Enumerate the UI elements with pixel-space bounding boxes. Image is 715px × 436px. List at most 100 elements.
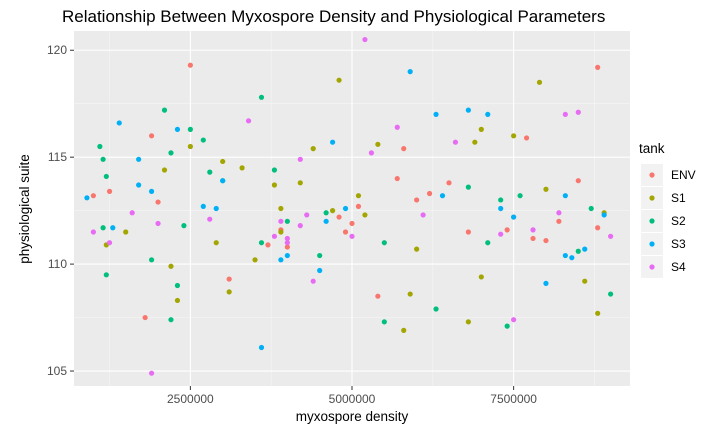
data-point-s4 — [498, 231, 504, 237]
data-point-s3 — [317, 267, 323, 274]
data-point-env — [284, 244, 290, 250]
data-point-s2 — [258, 240, 265, 246]
data-point-s2 — [148, 257, 155, 263]
data-point-s1 — [174, 297, 181, 304]
data-point-s4 — [271, 233, 278, 239]
data-point-s4 — [297, 156, 303, 162]
data-point-s2 — [100, 156, 106, 162]
x-tick-label: 2500000 — [167, 392, 214, 406]
data-point-s1 — [252, 257, 258, 263]
x-axis-label: myxospore density — [296, 409, 409, 424]
legend-label: S3 — [671, 237, 686, 251]
data-point-s3 — [562, 252, 568, 259]
data-point-s2 — [504, 323, 510, 329]
data-point-s3 — [110, 225, 116, 231]
data-point-s4 — [608, 233, 614, 239]
data-point-s4 — [278, 218, 284, 224]
series-s2 — [97, 94, 614, 329]
data-point-env — [226, 276, 232, 282]
series-s3 — [84, 69, 607, 351]
y-tick-label: 105 — [47, 364, 67, 378]
data-point-s2 — [323, 210, 329, 216]
data-point-s2 — [168, 317, 174, 323]
data-point-s1 — [414, 246, 420, 252]
data-point-s1 — [271, 182, 278, 188]
data-point-s2 — [200, 137, 206, 143]
data-point-s1 — [536, 79, 543, 85]
data-point-s4 — [349, 233, 355, 239]
data-point-s4 — [90, 229, 96, 235]
series-s4 — [90, 36, 614, 376]
x-tick-label: 7500000 — [490, 392, 537, 406]
data-point-s3 — [569, 255, 575, 261]
data-point-s1 — [187, 143, 193, 150]
data-point-env — [394, 175, 400, 182]
data-point-s4 — [394, 124, 400, 130]
data-point-s3 — [498, 205, 504, 212]
data-point-s3 — [136, 156, 142, 162]
data-point-s3 — [433, 111, 439, 118]
data-point-s4 — [420, 212, 426, 218]
data-point-s1 — [375, 141, 381, 147]
data-point-s1 — [297, 180, 303, 186]
data-point-env — [504, 227, 510, 233]
data-point-env — [375, 293, 381, 299]
legend-title: tank — [639, 141, 665, 156]
data-point-env — [148, 133, 155, 139]
data-point-env — [595, 64, 601, 70]
data-point-env — [90, 193, 96, 199]
data-point-s2 — [284, 218, 290, 224]
data-point-s4 — [310, 278, 316, 284]
data-point-s3 — [543, 280, 549, 286]
data-point-s1 — [226, 289, 232, 295]
data-point-s1 — [362, 212, 368, 218]
y-tick-label: 120 — [47, 43, 67, 57]
data-point-s2 — [498, 197, 504, 203]
data-point-s1 — [123, 229, 129, 235]
data-point-s3 — [84, 195, 90, 201]
data-point-env — [155, 199, 161, 205]
data-point-s2 — [258, 94, 265, 100]
data-point-s2 — [381, 319, 387, 325]
data-point-s3 — [136, 182, 142, 188]
legend-label: S4 — [671, 260, 686, 274]
data-point-s3 — [323, 218, 329, 224]
data-point-s4 — [129, 210, 135, 216]
data-point-s2 — [100, 225, 106, 231]
x-axis: 2500000 5000000 7500000 — [167, 386, 537, 406]
data-point-env — [106, 188, 113, 194]
y-tick-label: 110 — [48, 257, 67, 271]
data-point-s4 — [284, 235, 290, 242]
data-point-s4 — [284, 240, 290, 246]
data-point-env — [446, 180, 452, 186]
data-point-s1 — [161, 167, 168, 173]
data-point-s2 — [207, 169, 213, 175]
y-axis-label: physiological suite — [17, 154, 32, 264]
data-point-s1 — [310, 146, 316, 152]
data-point-env — [530, 235, 536, 242]
data-point-s1 — [582, 278, 588, 284]
x-tick-label: 5000000 — [329, 392, 376, 406]
data-point-s2 — [381, 240, 387, 246]
data-point-s2 — [187, 126, 193, 132]
data-point-s4 — [297, 223, 303, 229]
data-point-env — [523, 135, 530, 141]
data-point-s1 — [511, 133, 517, 139]
legend-item-s2: S2 — [641, 210, 686, 232]
major-gridlines — [74, 31, 630, 386]
series-s1 — [103, 77, 607, 333]
data-point-s4 — [575, 109, 581, 115]
data-point-s2 — [465, 184, 471, 190]
data-point-s1 — [239, 165, 245, 171]
data-point-s4 — [530, 227, 536, 233]
data-point-s3 — [407, 69, 413, 75]
data-point-env — [556, 218, 562, 224]
data-point-s4 — [207, 216, 213, 222]
data-point-s4 — [304, 212, 310, 218]
data-point-s2 — [575, 248, 581, 254]
legend-key-point — [649, 172, 655, 178]
data-point-env — [336, 214, 342, 220]
data-point-s1 — [278, 205, 284, 212]
data-point-s4 — [562, 111, 568, 118]
